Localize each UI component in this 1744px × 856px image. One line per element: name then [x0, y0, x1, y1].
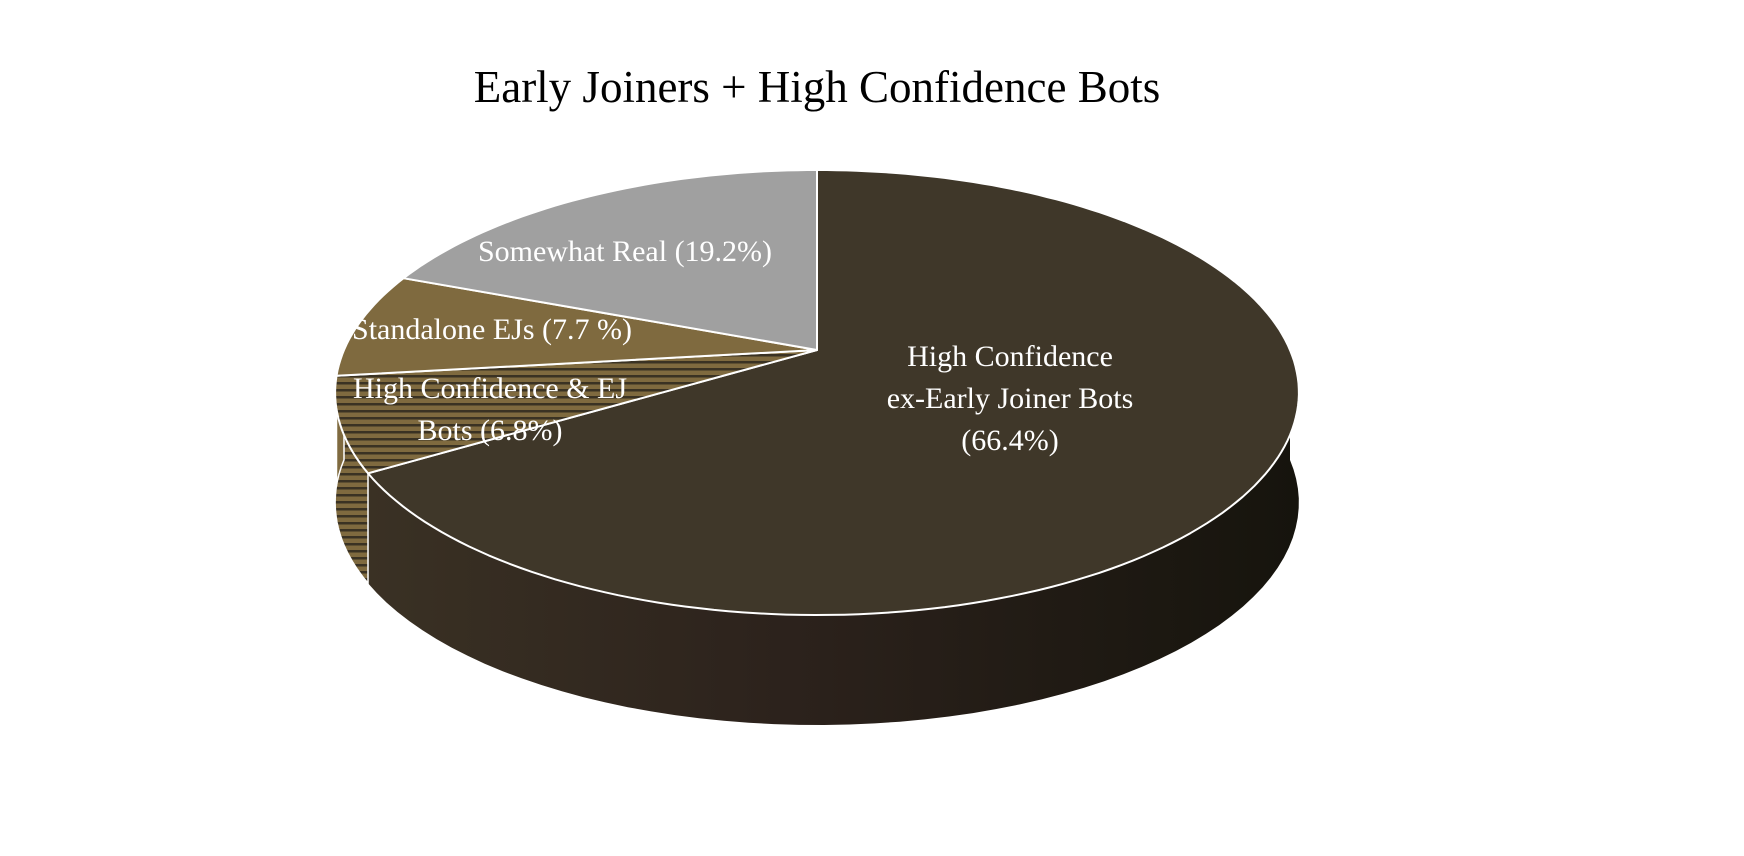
- pie-slice-hc-ej-bots: [334, 349, 818, 475]
- slice-label-hc-ej-bots-line1: High Confidence & EJ: [353, 372, 627, 405]
- chart-title: Early Joiners + High Confidence Bots: [474, 62, 1161, 112]
- pie-slice-somewhat-real: [402, 169, 818, 351]
- slice-label-somewhat-real: Somewhat Real (19.2%): [478, 235, 772, 268]
- slice-label-high-confidence-ex-ej-line1: High Confidence: [907, 340, 1113, 373]
- slice-label-hc-ej-bots-line2: Bots (6.8%): [418, 414, 563, 447]
- slice-label-standalone-ejs: Standalone EJs (7.7 %): [352, 313, 632, 346]
- slice-label-high-confidence-ex-ej-line2: ex-Early Joiner Bots: [887, 382, 1134, 415]
- slice-label-high-confidence-ex-ej-line3: (66.4%): [961, 424, 1058, 457]
- pie-slice-standalone-ejs: [335, 277, 818, 377]
- pie-side-high-confidence-ex-ej: [368, 350, 1299, 725]
- pie-slice-high-confidence-ex-ej: [367, 169, 1300, 616]
